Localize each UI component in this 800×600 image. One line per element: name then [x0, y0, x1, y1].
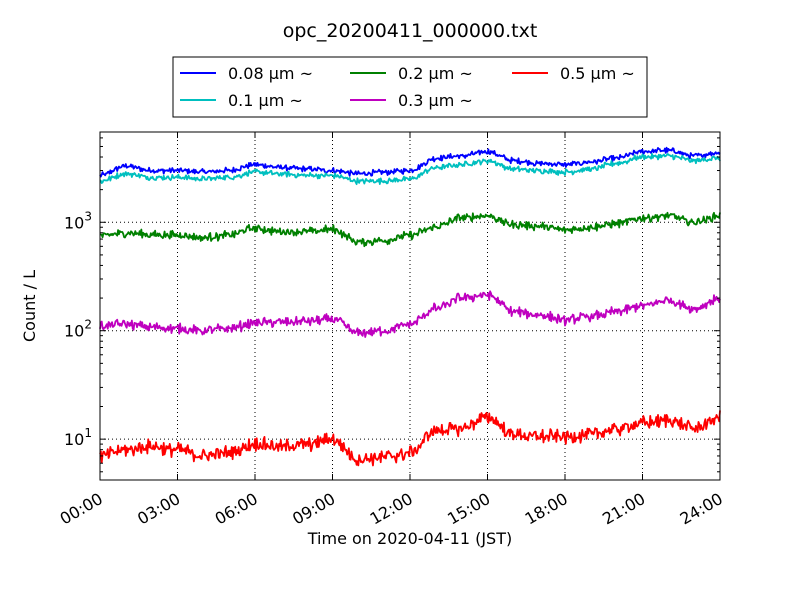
series-line-0 [99, 146, 721, 178]
series-line-4 [99, 410, 721, 467]
y-tick-label: 103 [64, 209, 92, 232]
legend-label: 0.1 μm ~ [228, 91, 303, 110]
legend-label: 0.2 μm ~ [398, 64, 473, 83]
x-tick-label: 15:00 [444, 489, 493, 529]
series-line-3 [99, 290, 721, 338]
x-axis-label: Time on 2020-04-11 (JST) [307, 529, 512, 548]
legend [172, 56, 648, 118]
y-axis-label: Count / L [20, 270, 39, 342]
axis-ticks [99, 132, 721, 480]
legend-label: 0.08 μm ~ [228, 64, 313, 83]
x-tick-label: 12:00 [367, 489, 416, 529]
x-tick-label: 24:00 [677, 489, 726, 529]
x-tick-label: 09:00 [289, 489, 338, 529]
x-tick-label: 21:00 [599, 489, 648, 529]
y-tick-labels: 101 102 103 [64, 209, 92, 449]
y-tick-label: 102 [64, 318, 92, 341]
x-tick-label: 00:00 [57, 489, 106, 529]
series-layer [99, 146, 721, 467]
x-tick-label: 06:00 [212, 489, 261, 529]
x-tick-labels: 00:00 03:00 06:00 09:00 12:00 15:00 18:00 21:00… [57, 489, 726, 529]
x-tick-label: 03:00 [134, 489, 183, 529]
legend-items: 0.08 μm ~ 0.1 μm ~ 0.2 μm ~ 0.3 μm ~ 0.5 μm … [180, 64, 635, 110]
legend-label: 0.5 μm ~ [560, 64, 635, 83]
series-line-2 [99, 211, 721, 248]
series-line-1 [99, 153, 721, 186]
y-tick-label: 101 [64, 426, 92, 449]
x-tick-label: 18:00 [522, 489, 571, 529]
chart-title: opc_20200411_000000.txt [283, 20, 538, 42]
legend-label: 0.3 μm ~ [398, 91, 473, 110]
